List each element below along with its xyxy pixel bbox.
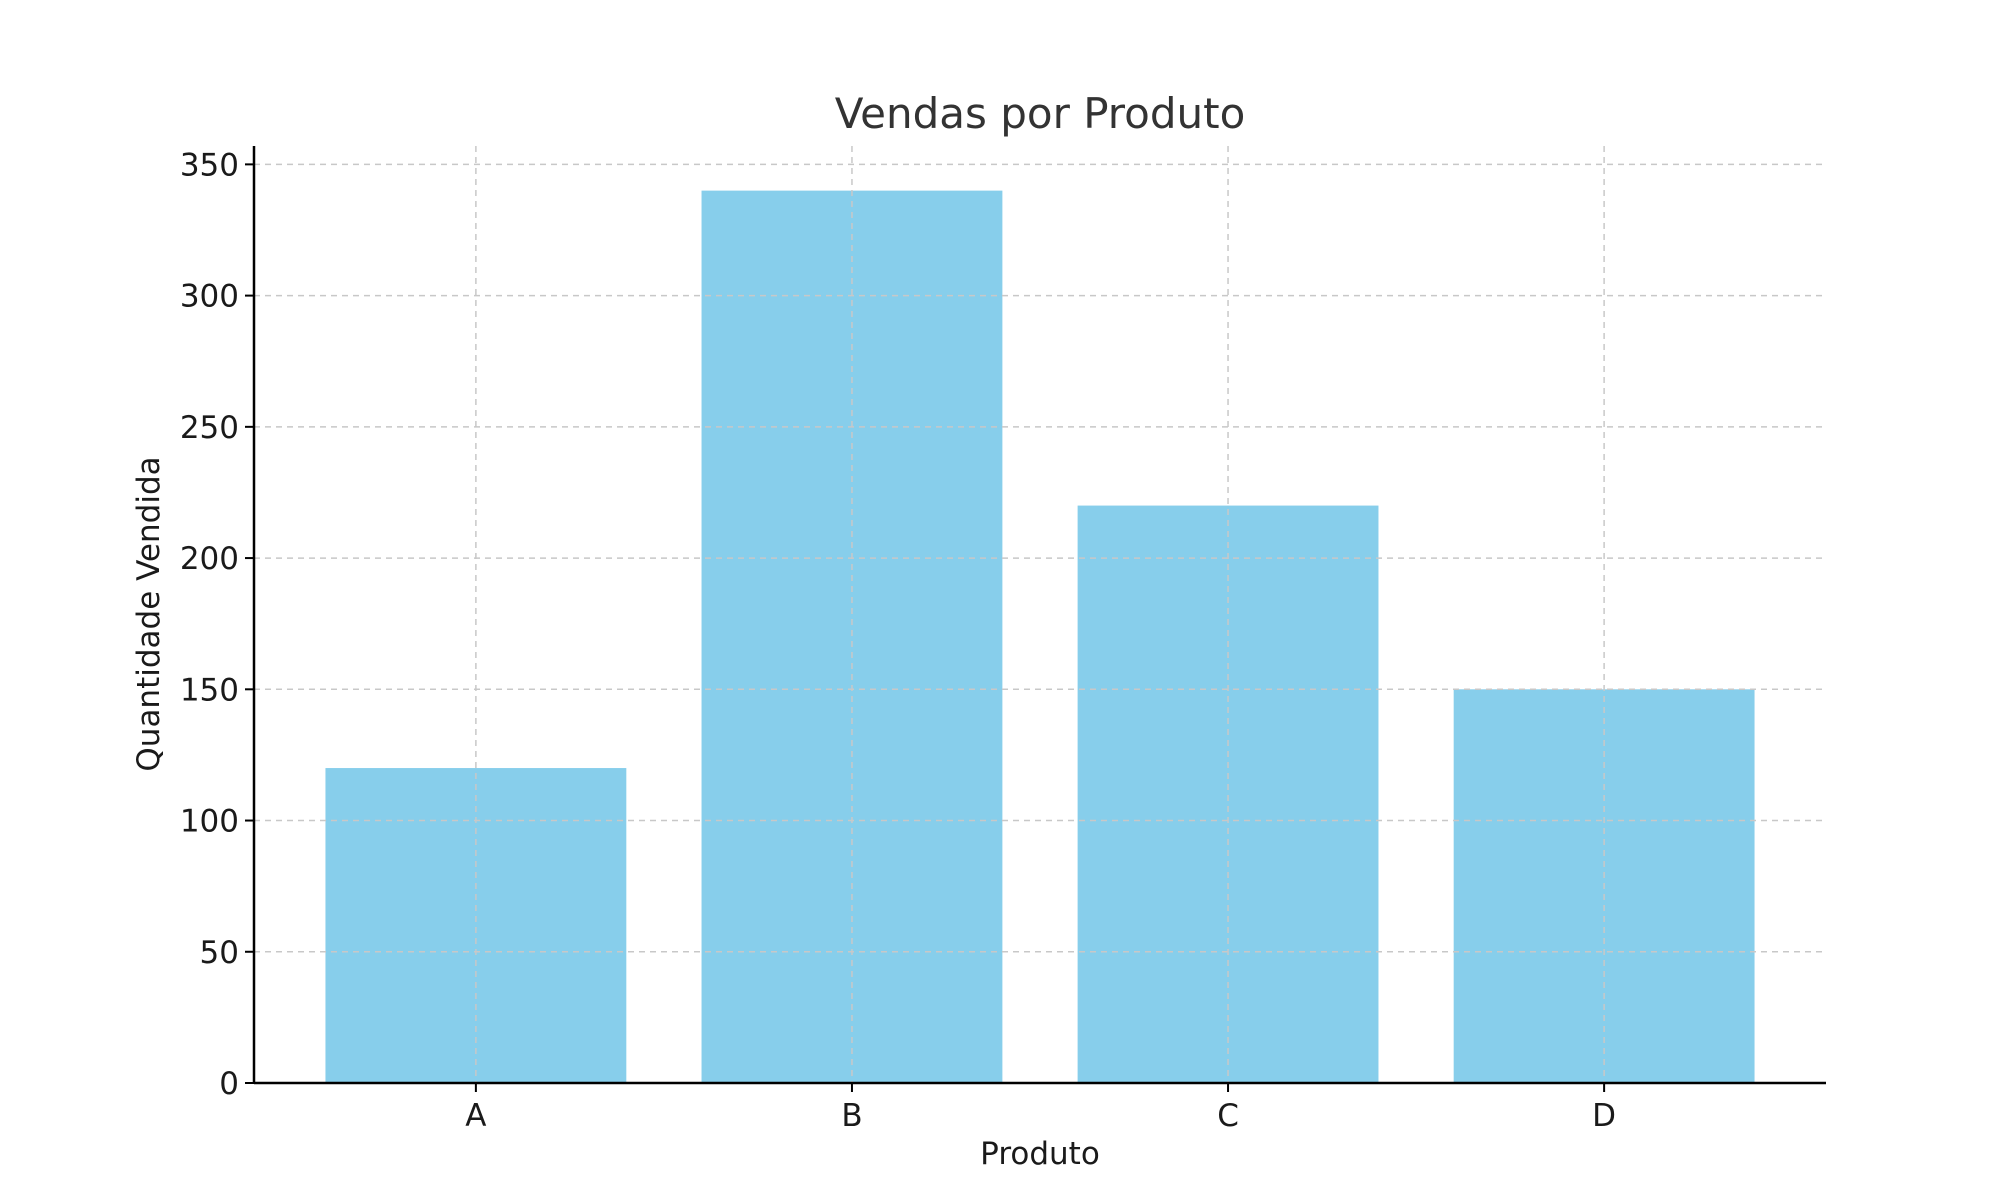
x-axis-label: Produto bbox=[980, 1136, 1100, 1172]
chart-title: Vendas por Produto bbox=[835, 89, 1246, 138]
x-tick-label: C bbox=[1217, 1098, 1239, 1134]
y-ticks: 0 50 100 150 200 250 300 350 bbox=[180, 147, 254, 1102]
y-tick-label: 150 bbox=[180, 672, 239, 708]
bars bbox=[325, 190, 1755, 1084]
x-tick-label: A bbox=[465, 1098, 486, 1134]
y-axis-label: Quantidade Vendida bbox=[131, 456, 167, 771]
bar-A bbox=[325, 768, 627, 1083]
grid bbox=[254, 146, 1826, 1084]
y-tick-label: 100 bbox=[180, 804, 239, 840]
bar-B bbox=[701, 190, 1003, 1084]
y-tick-label: 300 bbox=[180, 279, 239, 315]
y-tick-label: 50 bbox=[200, 935, 239, 971]
y-tick-label: 200 bbox=[180, 541, 239, 577]
y-tick-label: 250 bbox=[180, 410, 239, 446]
y-tick-label: 0 bbox=[219, 1066, 239, 1102]
x-tick-label: B bbox=[841, 1098, 862, 1134]
y-tick-label: 350 bbox=[180, 147, 239, 183]
x-ticks: A B C D bbox=[465, 1083, 1616, 1134]
x-tick-label: D bbox=[1592, 1098, 1616, 1134]
axes bbox=[252, 146, 1826, 1085]
